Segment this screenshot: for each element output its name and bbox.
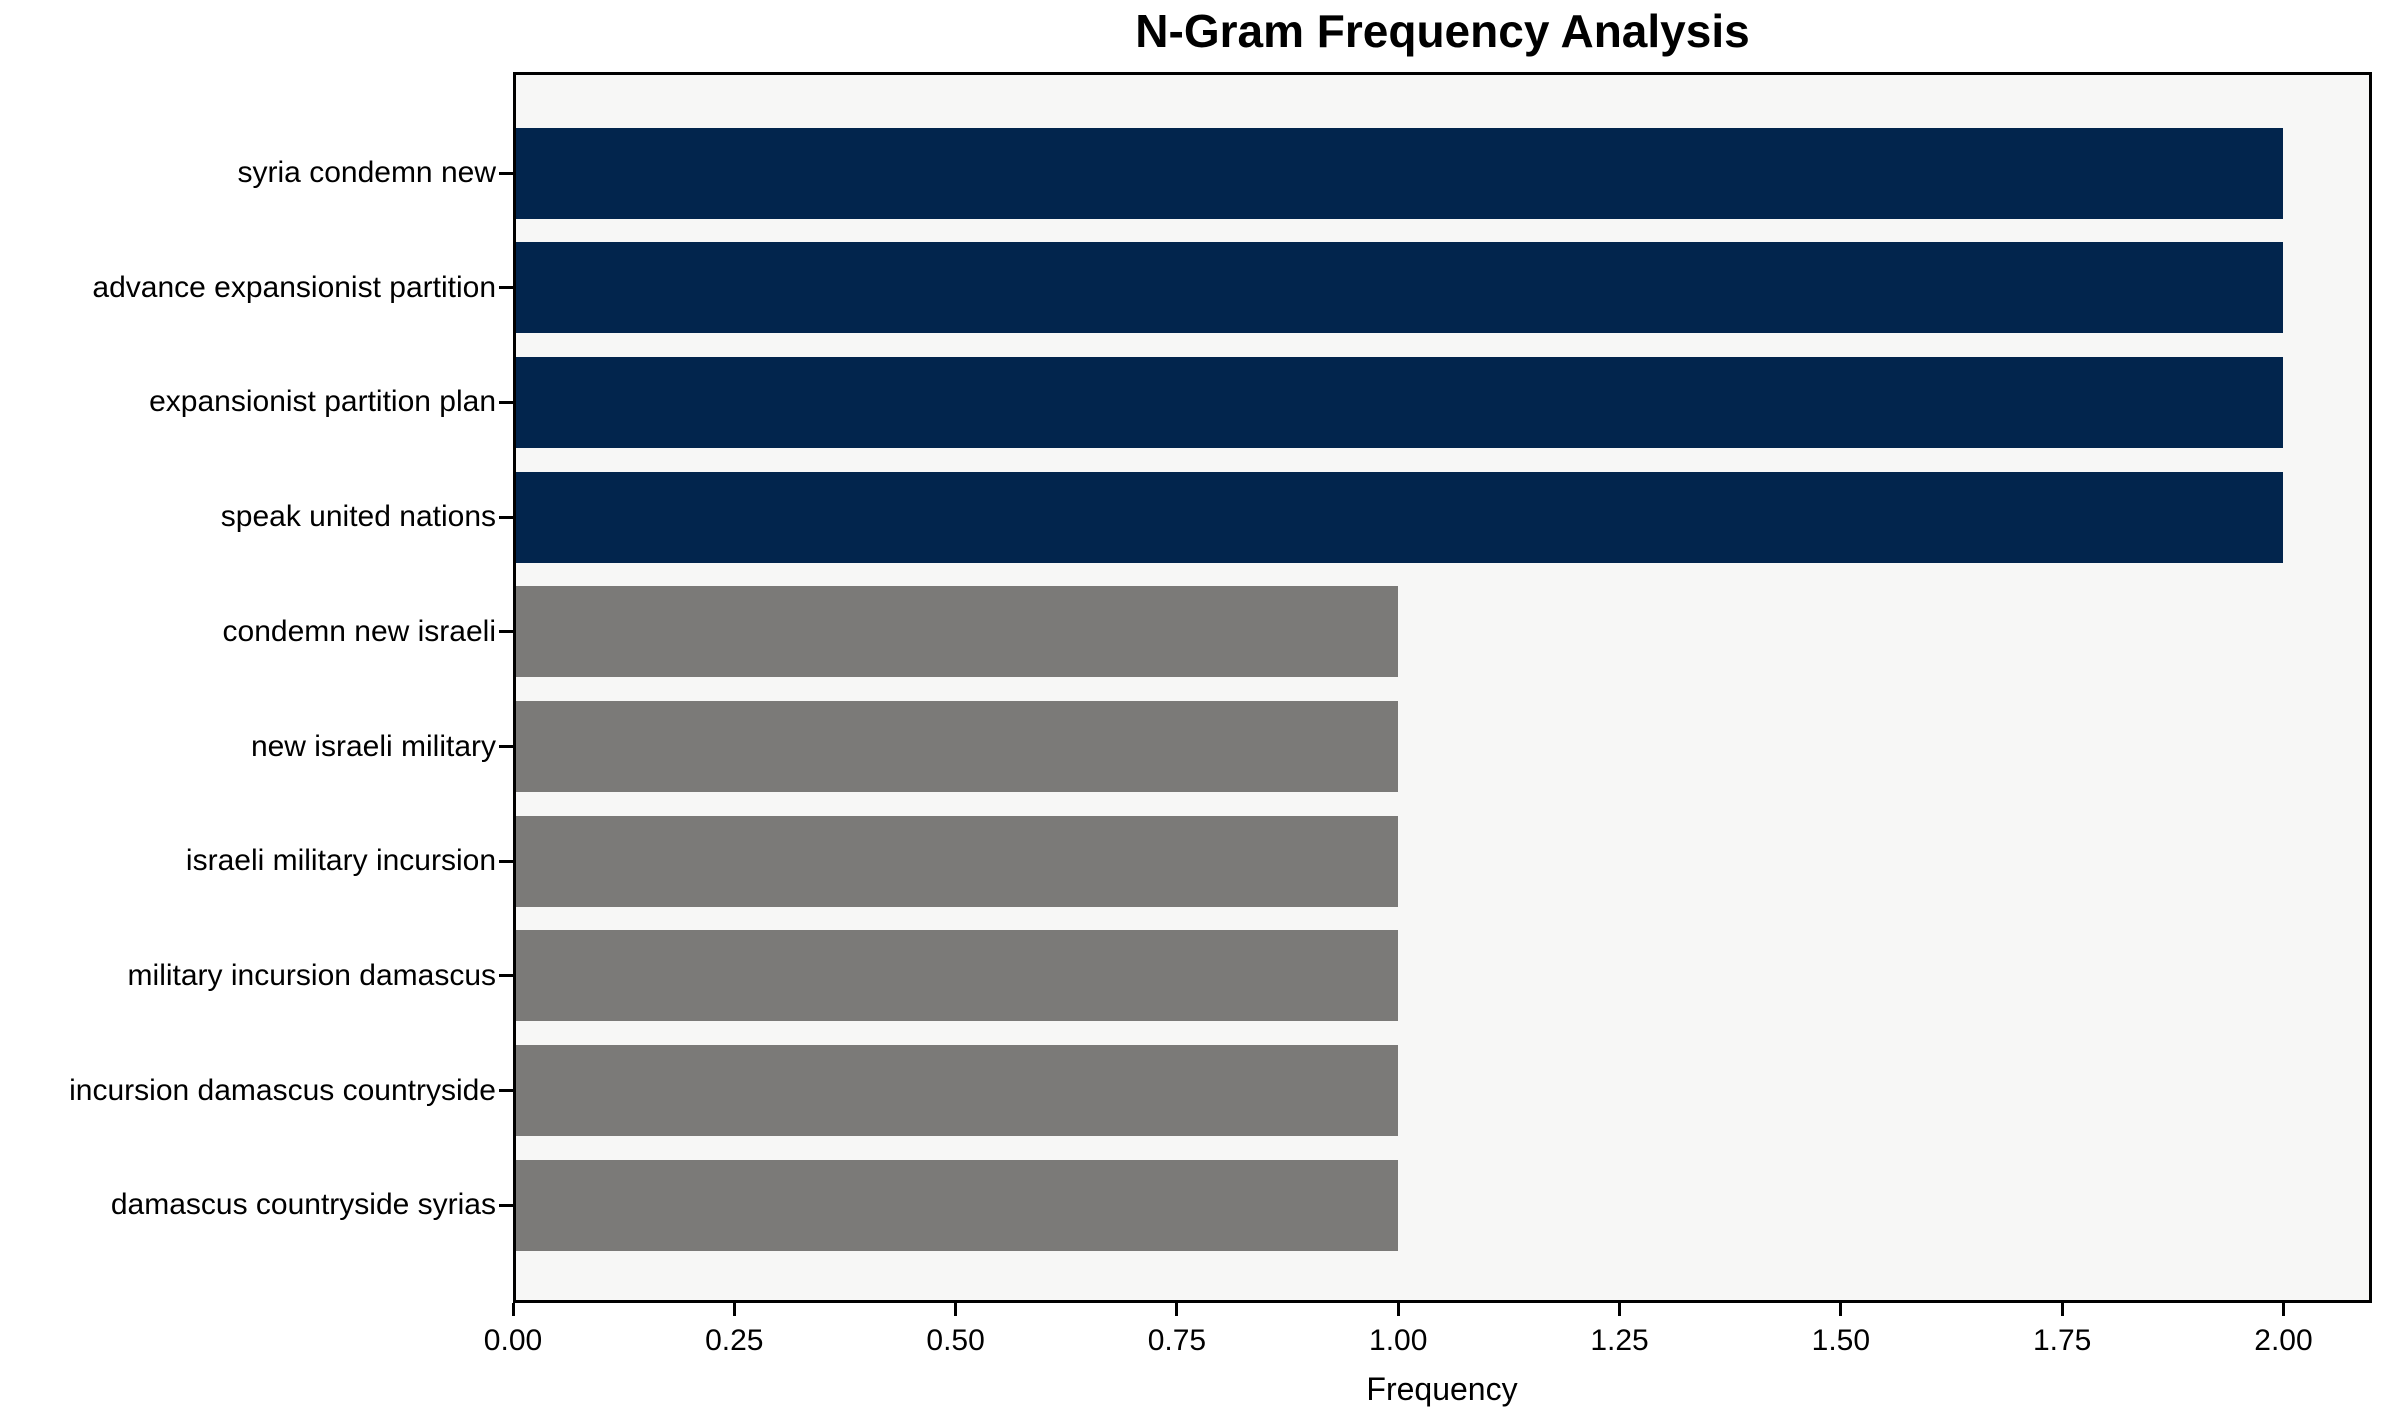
chart-title: N-Gram Frequency Analysis (1135, 5, 1750, 57)
bar (513, 1045, 1399, 1137)
bar (513, 815, 1399, 907)
y-tick-label: speak united nations (220, 500, 496, 534)
y-tick-mark (499, 745, 513, 748)
y-tick-mark (499, 171, 513, 175)
x-tick-label: 0.00 (483, 1324, 543, 1357)
y-tick-mark (499, 859, 513, 863)
x-tick-label: 1.75 (2032, 1324, 2092, 1357)
x-tick-mark (1396, 1303, 1400, 1316)
bar (513, 586, 1399, 678)
y-tick-label: israeli military incursion (185, 844, 496, 878)
x-tick-label: 0.75 (1147, 1324, 1207, 1357)
bar (513, 242, 2284, 334)
y-tick-mark (499, 286, 513, 290)
bar (513, 701, 1399, 792)
x-tick-mark (1175, 1303, 1179, 1316)
x-tick-label: 2.00 (2254, 1324, 2313, 1357)
y-tick-mark (499, 1089, 513, 1093)
bar (513, 471, 2284, 563)
bar (513, 127, 2284, 219)
y-tick-label: new israeli military (250, 729, 496, 763)
plot-area (513, 72, 2372, 1303)
y-tick-mark (499, 630, 513, 634)
y-tick-label: incursion damascus countryside (69, 1073, 496, 1107)
x-tick-label: 1.00 (1369, 1324, 1428, 1357)
y-tick-label: damascus countryside syrias (110, 1188, 496, 1222)
y-tick-label: syria condemn new (237, 156, 496, 189)
y-tick-mark (499, 400, 513, 404)
x-tick-mark (732, 1303, 736, 1316)
y-tick-label: expansionist partition plan (149, 385, 496, 419)
bar (513, 1159, 1399, 1251)
bar (513, 930, 1399, 1022)
x-tick-label: 1.25 (1590, 1324, 1649, 1357)
y-tick-label: military incursion damascus (127, 958, 496, 992)
x-tick-label: 1.50 (1811, 1324, 1871, 1357)
y-tick-mark (499, 974, 513, 978)
x-tick-mark (954, 1303, 958, 1316)
x-tick-mark (2060, 1303, 2064, 1316)
x-tick-label: 0.50 (926, 1324, 985, 1357)
y-tick-mark (499, 1203, 513, 1207)
x-tick-mark (1839, 1303, 1843, 1316)
bar (513, 356, 2284, 448)
y-tick-label: advance expansionist partition (92, 270, 496, 304)
x-tick-mark (1618, 1303, 1622, 1316)
x-tick-label: 0.25 (705, 1324, 764, 1357)
x-axis-label: Frequency (1366, 1371, 1518, 1407)
x-tick-mark (2281, 1303, 2285, 1316)
y-tick-label: condemn new israeli (222, 614, 496, 648)
y-tick-mark (499, 515, 513, 519)
x-tick-mark (511, 1303, 515, 1316)
